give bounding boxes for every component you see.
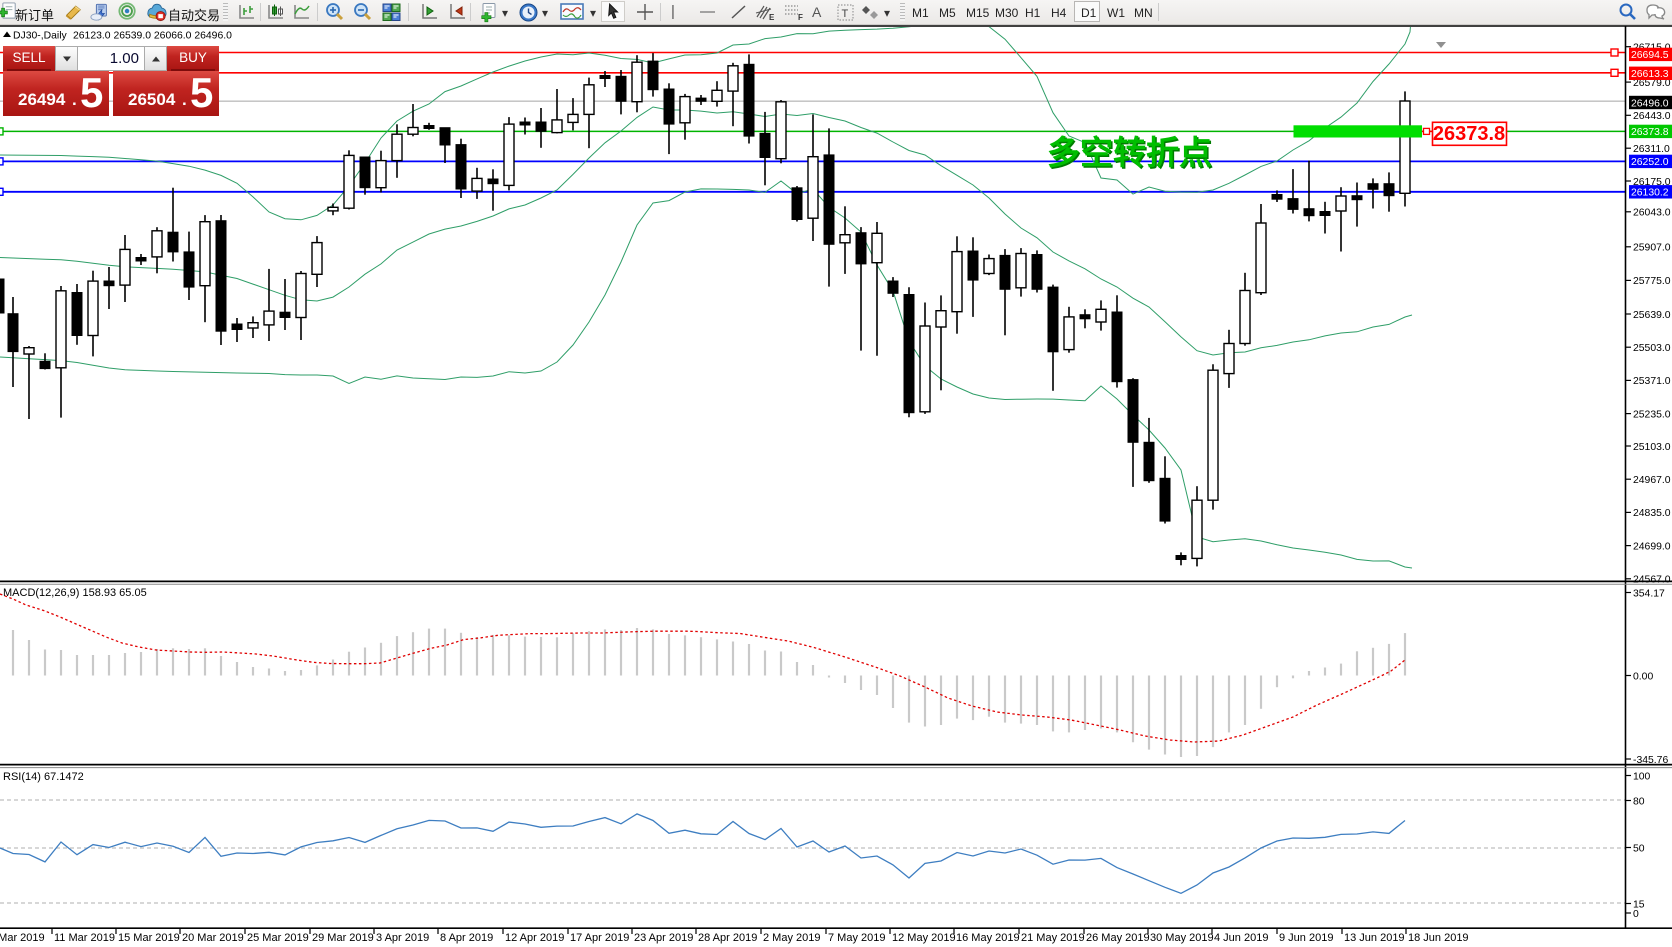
svg-text:26496.0: 26496.0 xyxy=(1631,98,1669,109)
svg-text:13 Jun 2019: 13 Jun 2019 xyxy=(1344,932,1405,944)
svg-text:9 Jun 2019: 9 Jun 2019 xyxy=(1279,932,1333,944)
svg-text:8 Apr 2019: 8 Apr 2019 xyxy=(440,932,493,944)
svg-text:29 Mar 2019: 29 Mar 2019 xyxy=(312,932,374,944)
svg-text:23 Apr 2019: 23 Apr 2019 xyxy=(634,932,693,944)
svg-text:25371.0: 25371.0 xyxy=(1633,376,1671,387)
svg-text:25503.0: 25503.0 xyxy=(1633,343,1671,354)
svg-text:26613.3: 26613.3 xyxy=(1631,69,1669,80)
svg-text:多空转折点: 多空转折点 xyxy=(1047,134,1212,171)
svg-text:16 May 2019: 16 May 2019 xyxy=(956,932,1020,944)
svg-text:26130.2: 26130.2 xyxy=(1631,188,1669,199)
svg-text:3 Apr 2019: 3 Apr 2019 xyxy=(376,932,429,944)
svg-text:25775.0: 25775.0 xyxy=(1633,276,1671,287)
svg-text:26694.5: 26694.5 xyxy=(1631,50,1669,61)
svg-text:0.00: 0.00 xyxy=(1633,671,1653,682)
svg-text:100: 100 xyxy=(1633,771,1651,782)
svg-text:24699.0: 24699.0 xyxy=(1633,541,1671,552)
svg-text:15 Mar 2019: 15 Mar 2019 xyxy=(118,932,180,944)
svg-text:15: 15 xyxy=(1633,899,1645,910)
svg-text:24967.0: 24967.0 xyxy=(1633,475,1671,486)
svg-text:24835.0: 24835.0 xyxy=(1633,508,1671,519)
svg-text:20 Mar 2019: 20 Mar 2019 xyxy=(182,932,244,944)
svg-text:28 Apr 2019: 28 Apr 2019 xyxy=(698,932,757,944)
svg-text:6 Mar 2019: 6 Mar 2019 xyxy=(0,932,45,944)
svg-text:26373.8: 26373.8 xyxy=(1631,127,1669,138)
svg-text:354.17: 354.17 xyxy=(1633,588,1665,599)
svg-text:25907.0: 25907.0 xyxy=(1633,243,1671,254)
svg-text:25 Mar 2019: 25 Mar 2019 xyxy=(247,932,309,944)
svg-text:26579.0: 26579.0 xyxy=(1633,78,1671,89)
svg-text:DJ30-,Daily: DJ30-,Daily xyxy=(13,31,68,42)
svg-text:26 May 2019: 26 May 2019 xyxy=(1086,932,1150,944)
svg-text:0: 0 xyxy=(1633,909,1639,920)
svg-text:7 May 2019: 7 May 2019 xyxy=(828,932,885,944)
svg-text:26373.8: 26373.8 xyxy=(1433,123,1505,145)
svg-text:26443.0: 26443.0 xyxy=(1633,111,1671,122)
svg-text:26311.0: 26311.0 xyxy=(1633,144,1670,155)
svg-text:50: 50 xyxy=(1633,843,1645,854)
svg-text:30 May 2019: 30 May 2019 xyxy=(1150,932,1214,944)
svg-text:F: F xyxy=(798,13,803,22)
svg-text:80: 80 xyxy=(1633,796,1645,807)
svg-text:12 May 2019: 12 May 2019 xyxy=(892,932,956,944)
svg-text:26123.0 26539.0 26066.0 26496.: 26123.0 26539.0 26066.0 26496.0 xyxy=(73,31,232,42)
svg-text:T: T xyxy=(842,8,849,20)
svg-text:25639.0: 25639.0 xyxy=(1633,310,1671,321)
svg-text:25103.0: 25103.0 xyxy=(1633,442,1671,453)
svg-text:26175.0: 26175.0 xyxy=(1633,177,1671,188)
svg-text:12 Apr 2019: 12 Apr 2019 xyxy=(505,932,564,944)
svg-text:2 May 2019: 2 May 2019 xyxy=(763,932,820,944)
svg-text:21 May 2019: 21 May 2019 xyxy=(1021,932,1085,944)
svg-text:MACD(12,26,9) 158.93 65.05: MACD(12,26,9) 158.93 65.05 xyxy=(3,587,147,599)
svg-text:25235.0: 25235.0 xyxy=(1633,409,1671,420)
svg-text:-345.76: -345.76 xyxy=(1633,755,1668,766)
svg-text:E: E xyxy=(769,13,775,22)
svg-text:26252.0: 26252.0 xyxy=(1631,157,1669,168)
svg-text:17 Apr 2019: 17 Apr 2019 xyxy=(570,932,629,944)
svg-text:24567.0: 24567.0 xyxy=(1633,575,1671,586)
svg-text:18 Jun 2019: 18 Jun 2019 xyxy=(1408,932,1469,944)
svg-text:4 Jun 2019: 4 Jun 2019 xyxy=(1214,932,1268,944)
svg-text:RSI(14) 67.1472: RSI(14) 67.1472 xyxy=(3,771,84,783)
svg-text:26043.0: 26043.0 xyxy=(1633,208,1671,219)
svg-text:11 Mar 2019: 11 Mar 2019 xyxy=(54,932,115,944)
